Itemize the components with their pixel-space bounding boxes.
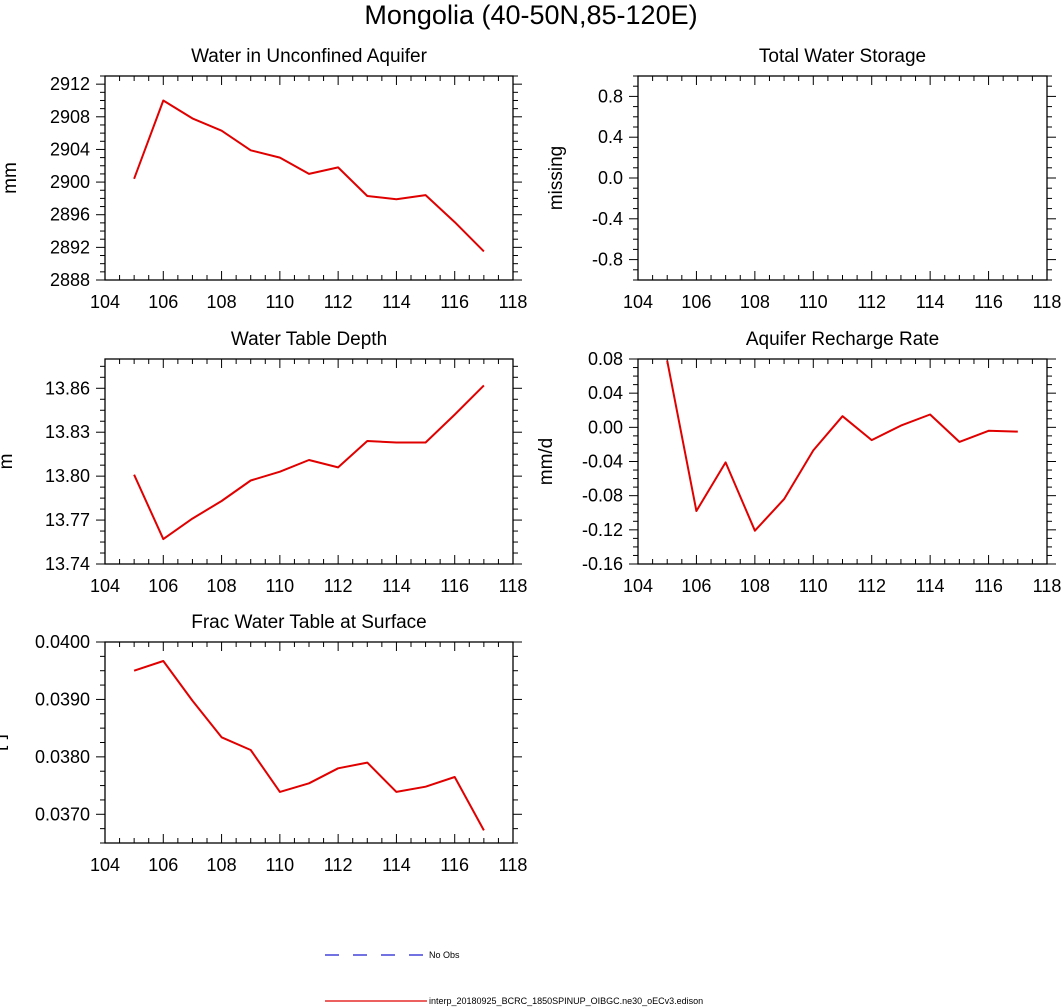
- x-tick-label: 112: [324, 855, 353, 875]
- y-tick-label: 13.80: [45, 466, 90, 486]
- figure-title: Mongolia (40-50N,85-120E): [364, 0, 697, 30]
- y-tick-label: 0.0: [598, 168, 623, 188]
- plot-frame: [637, 75, 1048, 281]
- x-tick-label: 110: [266, 292, 295, 312]
- plot-frame: [637, 358, 1048, 565]
- series-line: [133, 99, 485, 253]
- x-tick-label: 108: [740, 576, 770, 596]
- series-line: [133, 384, 485, 541]
- y-tick-label: 2904: [50, 139, 90, 159]
- y-tick-label: -0.12: [582, 520, 623, 540]
- y-tick-label: 2892: [50, 237, 90, 257]
- x-tick-label: 116: [440, 292, 469, 312]
- y-tick-label: 2908: [50, 107, 90, 127]
- legend: No Obs interp_20180925_BCRC_1850SPINUP_O…: [325, 950, 703, 1006]
- chart-panel-1: Water in Unconfined Aquifer mm 104 106 108 11…: [0, 46, 527, 312]
- y-tick-label: 0.8: [598, 86, 623, 106]
- x-tick-label: 108: [207, 855, 237, 875]
- x-tick-label: 118: [499, 855, 528, 875]
- x-tick-label: 116: [440, 576, 469, 596]
- series-line: [133, 660, 485, 831]
- y-tick-label: 13.83: [45, 422, 90, 442]
- y-tick-label: 13.77: [45, 510, 90, 530]
- x-tick-label: 116: [440, 855, 469, 875]
- chart-title: Aquifer Recharge Rate: [746, 329, 939, 350]
- y-tick-label: -0.16: [582, 554, 623, 574]
- x-tick-label: 104: [90, 855, 120, 875]
- legend-no-obs-label: No Obs: [429, 950, 460, 960]
- chart-panel-3: Water Table Depth m 104 106 108 110 112 114 116 1…: [0, 329, 527, 596]
- x-tick-label: 114: [916, 292, 945, 312]
- chart-title: Frac Water Table at Surface: [191, 612, 427, 633]
- x-tick-label: 110: [266, 855, 295, 875]
- x-tick-label: 112: [324, 576, 353, 596]
- y-axis-label: mm/d: [536, 438, 557, 486]
- y-tick-label: 13.86: [45, 378, 90, 398]
- y-tick-label: -0.08: [582, 486, 623, 506]
- chart-title: Total Water Storage: [759, 46, 926, 67]
- x-tick-label: 114: [382, 576, 411, 596]
- x-tick-label: 118: [499, 292, 528, 312]
- y-tick-label: 0.0380: [35, 747, 90, 767]
- x-tick-label: 114: [916, 576, 945, 596]
- chart-panel-4: Aquifer Recharge Rate mm/d 104 106 108 110 112…: [536, 329, 1061, 596]
- chart-title: Water in Unconfined Aquifer: [191, 46, 428, 67]
- x-tick-label: 104: [90, 292, 120, 312]
- y-tick-label: 0.04: [588, 383, 623, 403]
- x-tick-label: 118: [1033, 576, 1062, 596]
- x-tick-label: 112: [857, 576, 886, 596]
- x-tick-label: 108: [207, 292, 237, 312]
- x-tick-label: 110: [799, 292, 828, 312]
- y-tick-label: 0.0370: [35, 804, 90, 824]
- x-tick-label: 116: [974, 292, 1003, 312]
- plot-frame: [104, 358, 514, 565]
- x-tick-label: 112: [857, 292, 886, 312]
- chart-panel-2: Total Water Storage missing 104 106 108 110 11…: [546, 46, 1061, 312]
- x-tick-label: 110: [266, 576, 295, 596]
- x-tick-label: 106: [148, 292, 178, 312]
- x-tick-label: 112: [324, 292, 353, 312]
- x-tick-label: 110: [799, 576, 828, 596]
- x-tick-label: 106: [148, 855, 178, 875]
- y-tick-label: 2912: [50, 74, 90, 94]
- y-tick-label: 2900: [50, 172, 90, 192]
- y-tick-label: -0.04: [582, 452, 623, 472]
- y-axis-label: m: [0, 454, 17, 470]
- plot-frame: [104, 75, 514, 281]
- x-tick-label: 108: [207, 576, 237, 596]
- chart-panel-5: Frac Water Table at Surface [-] 104 106 108 1…: [0, 612, 527, 875]
- y-axis-label: [-]: [0, 734, 9, 751]
- x-tick-label: 106: [681, 576, 711, 596]
- x-tick-label: 104: [623, 292, 653, 312]
- x-tick-label: 114: [382, 292, 411, 312]
- y-tick-label: 2896: [50, 205, 90, 225]
- y-tick-label: 0.4: [598, 127, 623, 147]
- x-tick-label: 118: [1033, 292, 1062, 312]
- series-line: [666, 360, 1018, 532]
- x-tick-label: 104: [623, 576, 653, 596]
- y-axis-label: missing: [546, 146, 567, 210]
- y-tick-label: 13.74: [45, 554, 90, 574]
- legend-model-label: interp_20180925_BCRC_1850SPINUP_OIBGC.ne…: [429, 996, 703, 1006]
- x-tick-label: 108: [740, 292, 770, 312]
- chart-title: Water Table Depth: [231, 329, 387, 350]
- y-tick-label: 0.0390: [35, 689, 90, 709]
- y-tick-label: 0.0400: [35, 632, 90, 652]
- x-tick-label: 106: [148, 576, 178, 596]
- y-axis-label: mm: [0, 162, 21, 194]
- y-tick-label: 0.08: [588, 349, 623, 369]
- y-tick-label: 2888: [50, 270, 90, 290]
- x-tick-label: 118: [499, 576, 528, 596]
- y-tick-label: -0.8: [592, 250, 623, 270]
- y-tick-label: -0.4: [592, 209, 623, 229]
- plot-frame: [104, 641, 514, 844]
- x-tick-label: 114: [382, 855, 411, 875]
- x-tick-label: 116: [974, 576, 1003, 596]
- x-tick-label: 106: [681, 292, 711, 312]
- y-tick-label: 0.00: [588, 417, 623, 437]
- x-tick-label: 104: [90, 576, 120, 596]
